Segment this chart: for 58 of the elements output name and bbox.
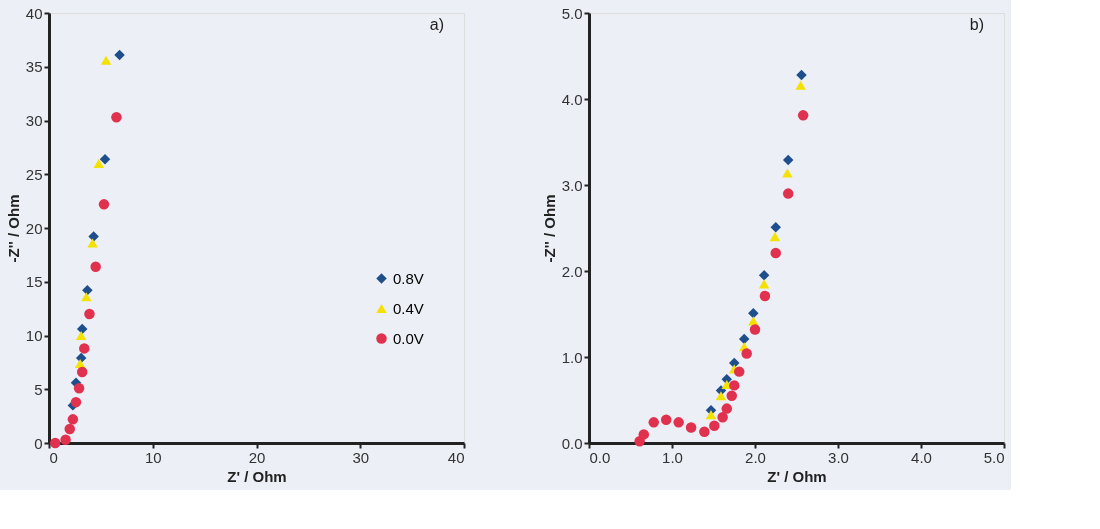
y-tick-label: 0 bbox=[34, 434, 43, 452]
x-tick-label: 30 bbox=[352, 448, 370, 466]
y-tick-label: 5.0 bbox=[561, 4, 583, 22]
x-tick-label: 40 bbox=[447, 448, 465, 466]
point bbox=[111, 112, 122, 123]
point bbox=[87, 238, 98, 248]
point bbox=[93, 158, 105, 169]
point bbox=[64, 423, 75, 435]
point bbox=[98, 199, 110, 210]
y-tick-label: 30 bbox=[25, 112, 43, 129]
y-tick-label: 10 bbox=[25, 327, 43, 344]
x-tick-label: 0.0 bbox=[589, 448, 611, 466]
annotation: a) bbox=[429, 16, 444, 33]
point bbox=[76, 323, 88, 335]
point bbox=[100, 55, 112, 65]
point bbox=[75, 352, 87, 364]
point bbox=[75, 330, 87, 341]
y-tick-label: 0.0 bbox=[561, 434, 583, 452]
point bbox=[82, 285, 93, 296]
legend-label: 0.4V bbox=[393, 299, 424, 317]
y-tick-label: 35 bbox=[25, 58, 43, 76]
x-tick-label: 5.0 bbox=[983, 448, 1005, 466]
point bbox=[67, 414, 79, 425]
y-tick-label: 25 bbox=[25, 165, 43, 183]
x-tick-label: 0 bbox=[49, 448, 58, 466]
point bbox=[73, 382, 85, 394]
y-tick-label: 2.0 bbox=[561, 262, 583, 280]
x-tick-label: 4.0 bbox=[911, 448, 932, 466]
y-tick-label: 5 bbox=[34, 380, 43, 398]
x-tick-label: 3.0 bbox=[828, 448, 849, 466]
x-axis-title: Z' / Ohm bbox=[227, 467, 287, 485]
point bbox=[114, 49, 125, 61]
y-axis-title: -Z'' / Ohm bbox=[540, 194, 558, 263]
legend-label: 0.0V bbox=[393, 329, 424, 347]
y-tick-label: 1.0 bbox=[561, 348, 583, 366]
y-tick-label: 3.0 bbox=[561, 176, 583, 194]
point bbox=[70, 396, 82, 408]
point bbox=[88, 231, 99, 242]
legend-label: 0.8V bbox=[393, 269, 424, 287]
x-tick-label: 10 bbox=[144, 448, 162, 466]
y-tick-label: 20 bbox=[25, 219, 43, 237]
y-axis-title: -Z'' / Ohm bbox=[4, 194, 22, 263]
point bbox=[60, 434, 71, 446]
point bbox=[76, 366, 88, 378]
point bbox=[49, 437, 61, 449]
point bbox=[84, 308, 95, 320]
y-tick-label: 4.0 bbox=[561, 90, 583, 108]
x-axis-title: Z' / Ohm bbox=[767, 467, 827, 485]
point bbox=[81, 292, 92, 302]
x-tick-label: 2.0 bbox=[745, 448, 766, 466]
y-tick-label: 40 bbox=[25, 4, 43, 22]
x-tick-label: 20 bbox=[248, 448, 266, 466]
point bbox=[99, 153, 111, 165]
point bbox=[90, 261, 101, 272]
y-tick-label: 15 bbox=[25, 273, 43, 291]
annotation: b) bbox=[969, 16, 984, 33]
x-tick-label: 1.0 bbox=[662, 448, 683, 466]
point bbox=[79, 343, 90, 354]
